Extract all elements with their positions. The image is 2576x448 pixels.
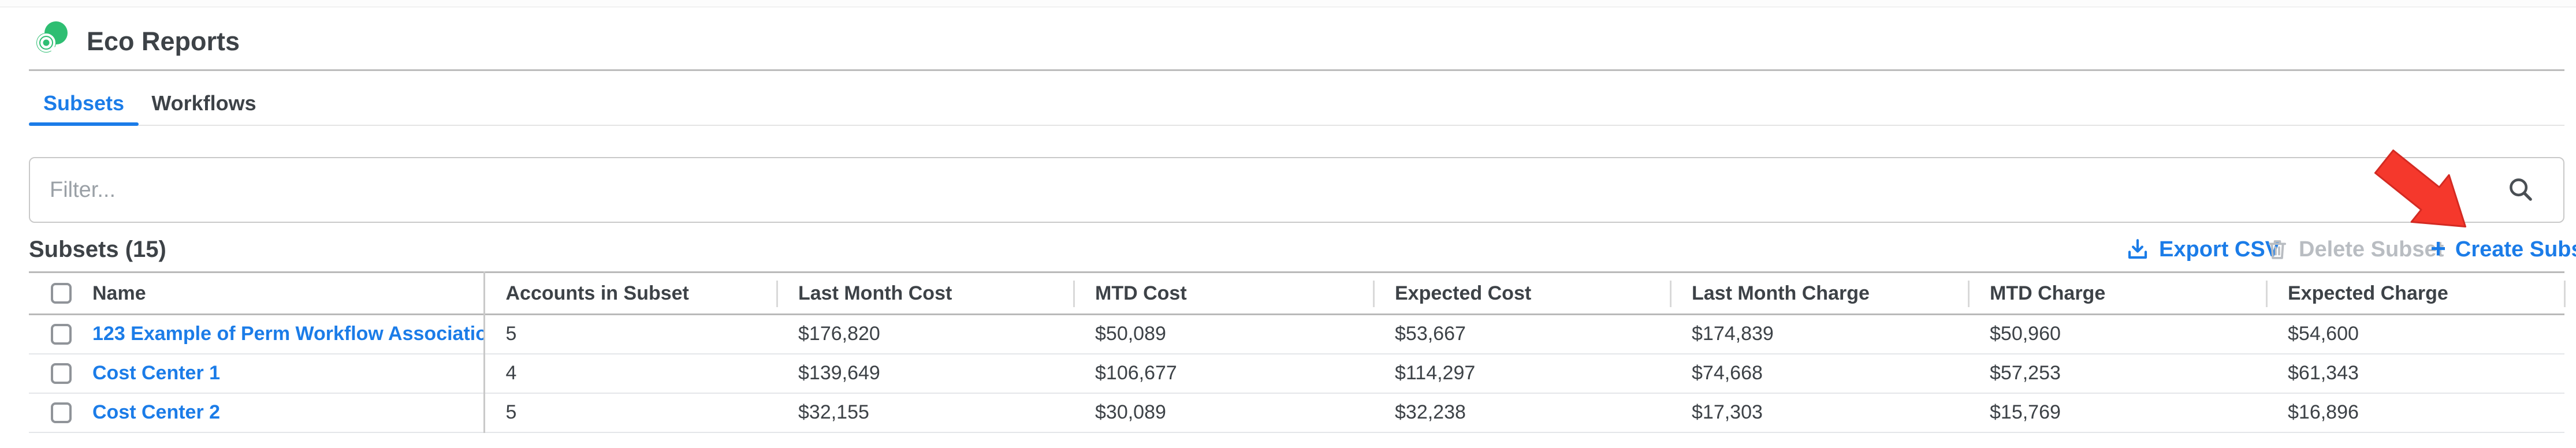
cell-accounts-in-subset: 5 <box>505 323 517 345</box>
header-divider <box>29 69 2564 71</box>
column-header-mtd-charge[interactable]: MTD Charge <box>1968 272 2267 315</box>
column-header-expected-charge[interactable]: Expected Charge <box>2266 272 2566 315</box>
cell-expected-charge: $54,600 <box>2288 323 2359 345</box>
column-header-name[interactable]: Name <box>78 272 485 315</box>
cell-last-month-charge: $74,668 <box>1692 362 1763 384</box>
subsets-table: Name Accounts in Subset Last Month Cost … <box>29 271 2566 433</box>
cell-last-month-charge: $17,303 <box>1692 401 1763 423</box>
table-row: Cost Center 2 5 $32,155 $30,089 $32,238 … <box>29 393 2564 432</box>
subset-name-link[interactable]: Cost Center 1 <box>92 362 221 384</box>
cell-mtd-charge: $57,253 <box>1990 362 2061 384</box>
row-checkbox[interactable] <box>51 363 72 384</box>
column-header-last-month-cost[interactable]: Last Month Cost <box>776 272 1074 315</box>
cell-mtd-cost: $106,677 <box>1095 362 1177 384</box>
page-title: Eco Reports <box>87 27 240 56</box>
column-header-expected-cost[interactable]: Expected Cost <box>1373 272 1671 315</box>
cell-accounts-in-subset: 4 <box>505 362 517 384</box>
tab-workflows[interactable]: Workflows <box>151 91 256 115</box>
cell-last-month-charge: $174,839 <box>1692 323 1774 345</box>
cell-last-month-cost: $32,155 <box>798 401 869 423</box>
filter-input[interactable] <box>29 157 2564 223</box>
filter-bar <box>29 157 2564 223</box>
window-top-strip <box>0 0 2576 8</box>
create-subset-button[interactable]: + Create Subset <box>2430 233 2576 266</box>
cell-last-month-cost: $139,649 <box>798 362 880 384</box>
row-checkbox[interactable] <box>51 402 72 423</box>
cell-expected-cost: $53,667 <box>1395 323 1466 345</box>
column-header-accounts-in-subset[interactable]: Accounts in Subset <box>505 282 689 304</box>
export-csv-button[interactable]: Export CSV <box>2125 233 2280 266</box>
column-header-last-month-charge[interactable]: Last Month Charge <box>1670 272 1969 315</box>
cell-mtd-charge: $15,769 <box>1990 401 2061 423</box>
cell-mtd-charge: $50,960 <box>1990 323 2061 345</box>
delete-subset-label: Delete Subset <box>2299 237 2444 262</box>
cell-accounts-in-subset: 5 <box>505 401 517 423</box>
delete-subset-button[interactable]: Delete Subset <box>2265 233 2444 266</box>
subsets-count-heading: Subsets (15) <box>29 237 166 262</box>
cell-expected-cost: $32,238 <box>1395 401 1466 423</box>
table-header: Name Accounts in Subset Last Month Cost … <box>29 272 2566 315</box>
cell-expected-charge: $16,896 <box>2288 401 2359 423</box>
cell-mtd-cost: $30,089 <box>1095 401 1166 423</box>
cell-last-month-cost: $176,820 <box>798 323 880 345</box>
table-body: 123 Example of Perm Workflow Association… <box>29 314 2564 432</box>
row-checkbox[interactable] <box>51 323 72 345</box>
plus-icon: + <box>2430 233 2446 263</box>
search-icon <box>2510 178 2532 201</box>
export-csv-label: Export CSV <box>2159 237 2280 262</box>
download-icon <box>2128 239 2147 259</box>
header-row: Name Accounts in Subset Last Month Cost … <box>29 272 2566 315</box>
cell-expected-cost: $114,297 <box>1395 362 1476 384</box>
tab-active-indicator <box>29 122 139 126</box>
cell-mtd-cost: $50,089 <box>1095 323 1166 345</box>
create-subset-label: Create Subset <box>2455 237 2576 262</box>
table-row: 123 Example of Perm Workflow Association… <box>29 314 2564 354</box>
column-header-mtd-cost[interactable]: MTD Cost <box>1073 272 1374 315</box>
tab-bar: Subsets Workflows <box>29 82 269 125</box>
table-row: Cost Center 1 4 $139,649 $106,677 $114,2… <box>29 353 2564 393</box>
eco-reports-logo-icon <box>36 21 68 53</box>
tab-subsets[interactable]: Subsets <box>43 91 125 115</box>
select-all-checkbox[interactable] <box>51 283 72 304</box>
subset-name-link[interactable]: 123 Example of Perm Workflow Association <box>92 323 484 345</box>
subset-name-link[interactable]: Cost Center 2 <box>92 401 221 423</box>
trash-icon <box>2268 240 2287 259</box>
cell-expected-charge: $61,343 <box>2288 362 2359 384</box>
tabs-baseline <box>29 125 2564 126</box>
